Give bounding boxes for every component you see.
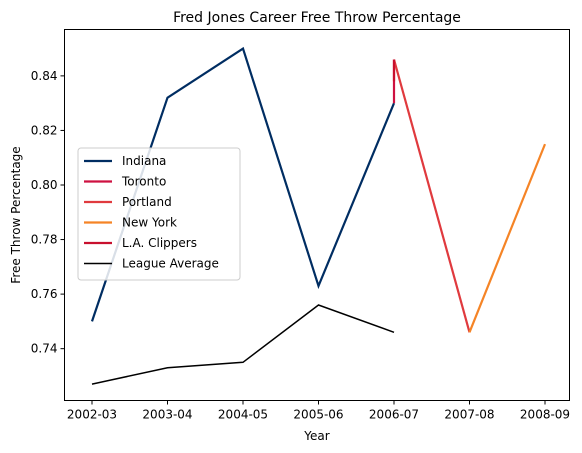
- legend-label-league-average: League Average: [122, 257, 219, 271]
- y-tick-label: 0.78: [31, 233, 58, 247]
- x-tick-label: 2002-03: [67, 408, 117, 422]
- series-line-portland: [392, 59, 471, 333]
- x-tick-label: 2007-08: [444, 408, 494, 422]
- x-axis-title: Year: [303, 429, 329, 443]
- y-tick-label: 0.80: [31, 178, 58, 192]
- x-tick-label: 2004-05: [218, 408, 268, 422]
- legend: Indiana Toronto Portland New York L.A. Clipp…: [77, 147, 241, 281]
- legend-box: [77, 147, 241, 281]
- legend-label-indiana: Indiana: [122, 154, 166, 168]
- plot-frame: [64, 29, 570, 401]
- x-tick-label: 2005-06: [293, 408, 343, 422]
- y-tick-label: 0.84: [31, 69, 58, 83]
- x-tick-label: 2006-07: [369, 408, 419, 422]
- legend-label-new-york: New York: [122, 216, 177, 230]
- y-tick-label: 0.76: [31, 287, 58, 301]
- y-axis-title: Free Throw Percentage: [9, 146, 23, 283]
- chart-title: Fred Jones Career Free Throw Percentage: [173, 10, 461, 26]
- y-tick-label: 0.74: [31, 342, 58, 356]
- series-line-new-york: [468, 143, 547, 333]
- series-line-league-average: [91, 304, 395, 385]
- x-tick-label: 2008-09: [520, 408, 570, 422]
- x-tick-label: 2003-04: [142, 408, 192, 422]
- legend-label-toronto: Toronto: [121, 175, 166, 189]
- legend-label-portland: Portland: [122, 195, 172, 209]
- y-tick-label: 0.82: [31, 123, 58, 137]
- legend-label-l-a-clippers: L.A. Clippers: [122, 236, 197, 250]
